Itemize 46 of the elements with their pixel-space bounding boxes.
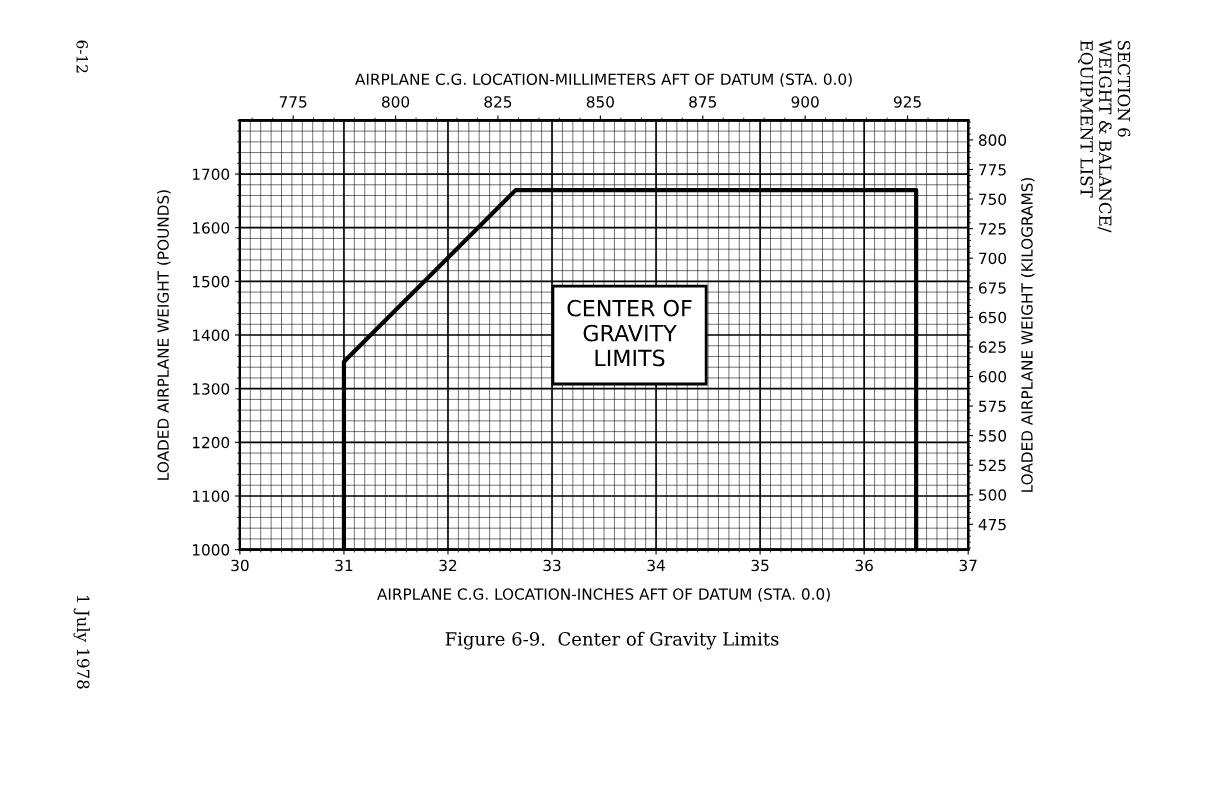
y-tick-label: 1700 [192, 168, 230, 181]
y2-tick-label: 550 [979, 430, 1007, 442]
x2-tick-label: 825 [484, 96, 512, 108]
text: Figure 6-9. Center of Gravity Limits [445, 631, 779, 650]
text: 6-12 [76, 40, 88, 73]
x2-tick-label: 925 [893, 96, 921, 108]
x2-tick-label: 900 [791, 96, 819, 108]
y2-axis-title: LOADED AIRPLANE WEIGHT (KILOGRAMS) [1020, 178, 1035, 492]
x-axis-title: AIRPLANE C.G. LOCATION-INCHES AFT OF DATUM (STA. 0.0) [377, 588, 830, 602]
y-tick-label: 1000 [192, 544, 230, 556]
x-tick-label: 32 [439, 559, 457, 572]
y2-tick-label: 600 [978, 370, 1007, 383]
text: 1 July 1978 [73, 596, 90, 689]
y2-tick-label: 500 [979, 489, 1007, 501]
y2-tick-label: 700 [979, 252, 1007, 265]
y2-tick-label: 725 [979, 223, 1006, 235]
y-tick-label: 1600 [192, 222, 230, 234]
x-tick-label: 35 [751, 559, 769, 572]
y-tick-label: 1500 [192, 275, 230, 288]
y2-tick-label: 775 [979, 164, 1006, 176]
x-tick-label: 36 [855, 559, 873, 572]
x2-tick-label: 875 [689, 96, 716, 108]
x-tick-label: 34 [647, 559, 665, 572]
y2-tick-label: 800 [978, 134, 1007, 146]
y2-tick-label: 525 [979, 459, 1006, 472]
y-axis-title: LOADED AIRPLANE WEIGHT (POUNDS) [157, 190, 171, 480]
x2-axis-title: AIRPLANE C.G. LOCATION-MILLIMETERS AFT OF DATUM (STA. 0.0) [355, 73, 852, 87]
x2-tick-label: 850 [586, 96, 614, 108]
y2-tick-label: 625 [978, 341, 1006, 353]
x-tick-label: 33 [543, 559, 561, 572]
x2-tick-label: 775 [279, 96, 307, 108]
x-tick-label: 31 [335, 559, 353, 572]
y-tick-label: 1100 [192, 490, 230, 503]
x-tick-label: 30 [231, 559, 249, 572]
y2-tick-label: 575 [979, 400, 1006, 413]
x2-tick-label: 800 [382, 96, 410, 108]
y2-tick-label: 675 [978, 282, 1006, 294]
text: SECTION 6 WEIGHT & BALANCE/ EQUIPMENT LIST [1077, 39, 1131, 233]
y2-tick-label: 650 [978, 311, 1007, 324]
y-tick-label: 1400 [192, 329, 230, 342]
y2-tick-label: 750 [979, 193, 1007, 206]
y-tick-label: 1200 [192, 436, 230, 449]
y-tick-label: 1300 [192, 383, 230, 395]
x-tick-label: 37 [959, 559, 977, 572]
annotation: CENTER OF GRAVITY LIMITS [567, 299, 692, 367]
y2-tick-label: 475 [978, 519, 1006, 531]
